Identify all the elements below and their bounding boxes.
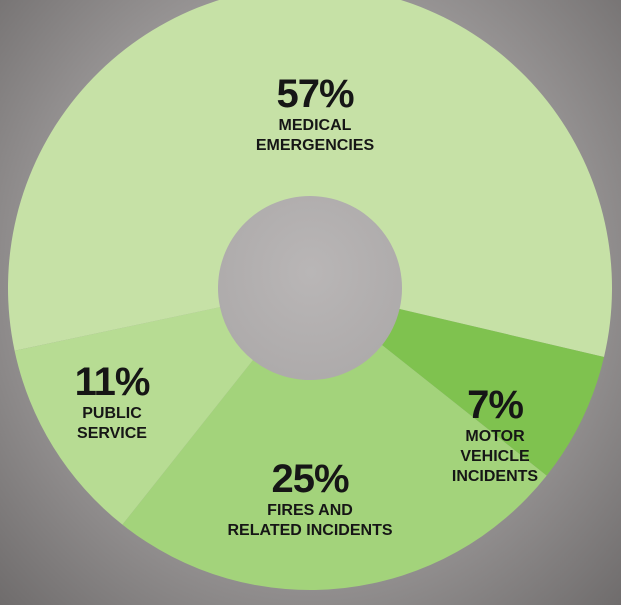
value-label: 11% bbox=[74, 360, 151, 404]
donut-slice bbox=[14, 307, 253, 525]
slice-label: 25% FIRES AND RELATED INCIDENTS bbox=[227, 457, 392, 541]
slice-label: 57% MEDICAL EMERGENCIES bbox=[256, 72, 374, 156]
donut-slice bbox=[8, 0, 612, 357]
category-label: MOTOR VEHICLE INCIDENTS bbox=[451, 428, 539, 485]
value-label: 7% bbox=[467, 383, 524, 427]
category-label: MEDICAL EMERGENCIES bbox=[255, 117, 375, 154]
slice-label: 7% MOTOR VEHICLE INCIDENTS bbox=[432, 383, 558, 487]
category-label: PUBLIC SERVICE bbox=[77, 405, 147, 442]
category-label: FIRES AND RELATED INCIDENTS bbox=[227, 502, 393, 539]
value-label: 57% bbox=[276, 72, 354, 116]
donut-slice bbox=[382, 309, 605, 476]
slice-label: 11% PUBLIC SERVICE bbox=[74, 360, 151, 444]
donut-slice bbox=[122, 345, 547, 590]
value-label: 25% bbox=[271, 457, 349, 501]
